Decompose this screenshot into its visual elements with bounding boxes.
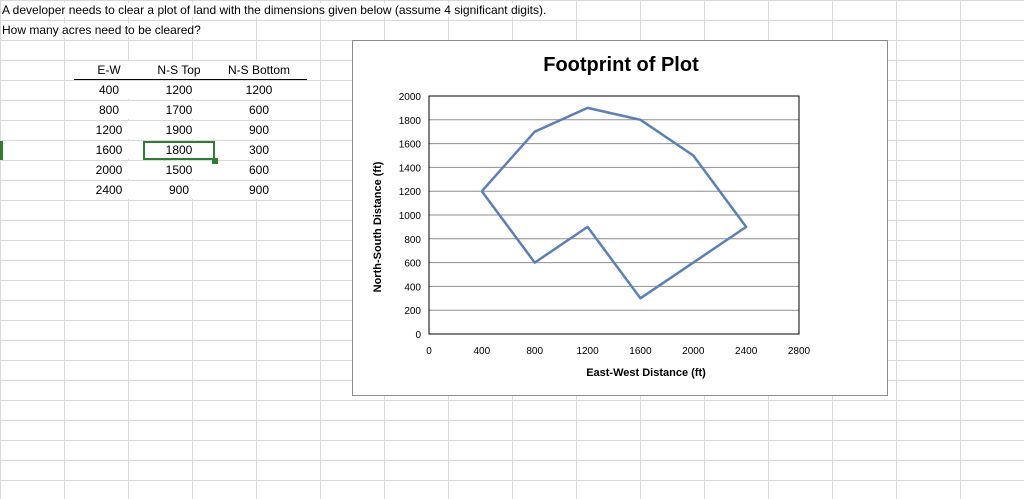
table-cell[interactable]: 1500 — [144, 161, 214, 179]
x-tick-label: 1200 — [576, 346, 599, 357]
header-rule — [74, 79, 307, 80]
table-cell[interactable]: 1700 — [144, 101, 214, 119]
header-ns-top[interactable]: N-S Top — [144, 61, 214, 79]
table-cell[interactable]: 2000 — [74, 161, 144, 179]
y-tick-label: 1400 — [399, 163, 422, 174]
chart-footprint-of-plot[interactable]: 0 200 400 600 800 1000 1200 1400 1600 1800 2000 0 4… — [352, 40, 888, 396]
y-axis-ticks: 0 200 400 600 800 1000 1200 1400 1600 1800 2000 — [399, 92, 422, 341]
chart-gridlines — [429, 95, 799, 335]
x-tick-label: 2000 — [682, 346, 705, 357]
fill-handle[interactable] — [212, 158, 218, 164]
chart-svg: 0 200 400 600 800 1000 1200 1400 1600 1800 2000 0 4… — [372, 54, 811, 379]
y-tick-label: 200 — [404, 306, 421, 317]
chart-title: Footprint of Plot — [543, 54, 699, 76]
series-line — [480, 106, 748, 300]
table-cell[interactable]: 900 — [224, 181, 294, 199]
x-tick-label: 0 — [426, 346, 432, 357]
y-tick-label: 1000 — [399, 211, 422, 222]
header-ns-bottom[interactable]: N-S Bottom — [224, 61, 294, 79]
table-cell[interactable]: 800 — [74, 101, 144, 119]
table-cell[interactable]: 1200 — [74, 121, 144, 139]
x-tick-label: 2800 — [788, 346, 811, 357]
x-axis-ticks: 0 400 800 1200 1600 2000 2400 2800 — [426, 346, 810, 357]
table-cell[interactable]: 2400 — [74, 181, 144, 199]
table-cell[interactable]: 1200 — [144, 81, 214, 99]
x-axis-label: East-West Distance (ft) — [586, 367, 706, 379]
x-tick-label: 1600 — [629, 346, 652, 357]
x-tick-label: 2400 — [735, 346, 758, 357]
y-tick-label: 2000 — [399, 92, 422, 103]
y-tick-label: 1800 — [399, 116, 422, 127]
y-tick-label: 1200 — [399, 187, 422, 198]
y-tick-label: 0 — [415, 330, 421, 341]
y-tick-label: 800 — [404, 235, 421, 246]
x-tick-label: 400 — [474, 346, 491, 357]
y-tick-label: 600 — [404, 259, 421, 270]
table-cell[interactable]: 400 — [74, 81, 144, 99]
y-tick-label: 1600 — [399, 140, 422, 151]
table-cell[interactable]: 600 — [224, 161, 294, 179]
table-cell[interactable]: 1600 — [74, 141, 144, 159]
table-cell-selected[interactable]: 1800 — [144, 141, 214, 159]
table-cell[interactable]: 900 — [224, 121, 294, 139]
y-tick-label: 400 — [404, 282, 421, 293]
table-cell[interactable]: 600 — [224, 101, 294, 119]
table-cell[interactable]: 900 — [144, 181, 214, 199]
table-cell[interactable]: 1200 — [224, 81, 294, 99]
plot-area-frame — [428, 95, 800, 335]
table-cell[interactable]: 300 — [224, 141, 294, 159]
active-row-marker — [0, 141, 3, 160]
problem-text-line-2[interactable]: How many acres need to be cleared? — [2, 23, 203, 37]
table-cell[interactable]: 1900 — [144, 121, 214, 139]
problem-text-line-1[interactable]: A developer needs to clear a plot of lan… — [2, 3, 549, 17]
y-axis-label: North-South Distance (ft) — [372, 161, 384, 292]
header-ew[interactable]: E-W — [74, 61, 144, 79]
x-tick-label: 800 — [526, 346, 543, 357]
chart-series — [480, 106, 748, 300]
selected-cell-border — [143, 141, 215, 160]
